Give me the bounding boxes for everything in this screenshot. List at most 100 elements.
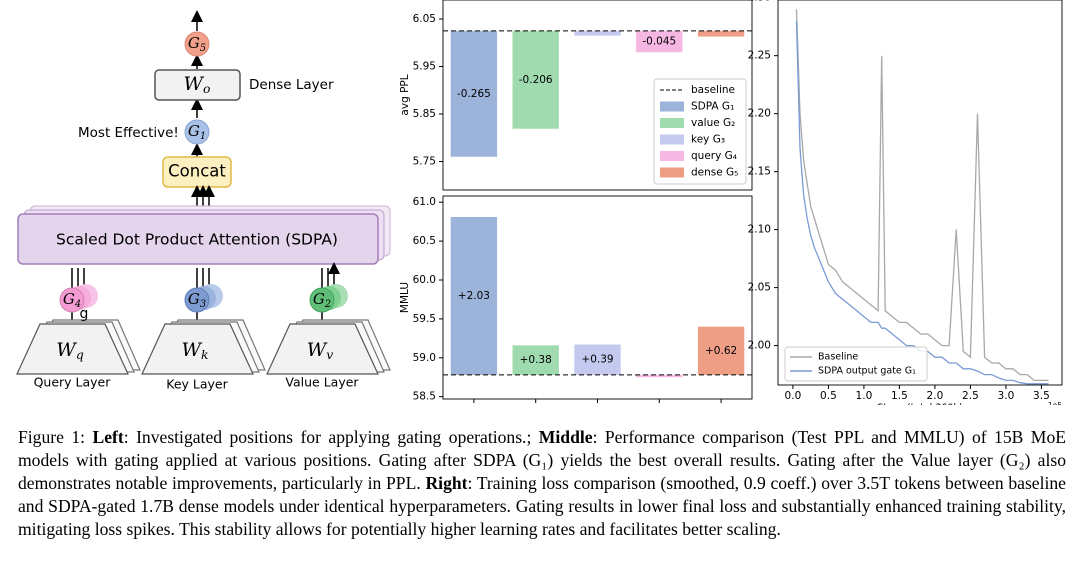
- bar-chart: 58.5 59.0 59.5 60.0 60.5 61.0 +2.03 SDPA +0.38 va…: [399, 195, 753, 405]
- caption-head: Middle: [538, 427, 593, 447]
- y-tick-label: 59.5: [413, 313, 436, 325]
- y-tick-label: 2.15: [748, 166, 771, 178]
- legend-box: [784, 346, 928, 382]
- y-tick-label: 59.0: [413, 352, 436, 364]
- label: Key Layer: [166, 377, 228, 392]
- symbol: G5: [188, 34, 206, 54]
- layer-box: [154, 69, 241, 101]
- value-label: -0.045: [642, 36, 676, 48]
- gate-node: [184, 31, 210, 57]
- symbol-letter: W: [184, 73, 205, 95]
- y-tick-label: 5.85: [413, 108, 436, 120]
- symbol: Wo: [184, 73, 211, 96]
- legend-label: key G₃: [691, 134, 725, 146]
- label: g: [80, 306, 89, 322]
- axes-frame: [442, 0, 753, 191]
- value-label: +2.03: [458, 290, 490, 302]
- arrows: [71, 268, 334, 290]
- symbol-sub: v: [326, 348, 333, 362]
- legend-swatch: [660, 167, 684, 178]
- caption-head: Left: [92, 427, 124, 447]
- x-tick-label: 2.5: [962, 390, 979, 402]
- y-tick-label: 2.30: [748, 0, 771, 4]
- label: Concat: [168, 162, 226, 181]
- caption-text: : Investigated positions for applying ga…: [123, 427, 532, 447]
- legend-swatch: [660, 101, 684, 112]
- plot-area: [795, 9, 1049, 385]
- y-tick-label: 2.20: [748, 108, 771, 120]
- x-tick-label: dense: [705, 404, 737, 405]
- loss-line: [795, 9, 1049, 382]
- legend-label: query G₄: [691, 150, 737, 162]
- legend-label: baseline: [691, 84, 735, 96]
- bar: [697, 326, 745, 375]
- symbol-sub: o: [203, 82, 210, 96]
- value-label: -0.265: [457, 88, 491, 100]
- y-tick-label: 5.75: [413, 156, 436, 168]
- value-label: +0.62: [705, 345, 737, 357]
- symbol: G3: [188, 290, 206, 310]
- bar: [636, 30, 683, 53]
- y-tick-label: 5.95: [413, 61, 436, 73]
- value-label: -0.206: [519, 74, 553, 86]
- label: Scaled Dot Product Attention (SDPA): [56, 231, 338, 249]
- y-tick-label: 2.25: [748, 50, 771, 62]
- symbol-letter: G: [188, 122, 200, 140]
- figure-label: Figure 1:: [18, 427, 86, 447]
- layer-trapezoids: [16, 319, 391, 375]
- x-tick-label: 3.0: [998, 390, 1015, 402]
- legend-label: SDPA G₁: [691, 101, 734, 113]
- symbol-letter: G: [188, 290, 200, 308]
- x-tick-label: value: [521, 404, 550, 405]
- x-tick-label: query: [644, 404, 674, 405]
- legend-label: SDPA output gate G₁: [818, 366, 916, 377]
- bar: [512, 345, 559, 375]
- symbol-sub: 5: [200, 43, 206, 54]
- symbol-sub: 2: [324, 299, 331, 310]
- y-tick-label: 2.00: [748, 340, 771, 352]
- label: Query Layer: [34, 375, 112, 390]
- y-tick-label: 2.05: [748, 282, 771, 294]
- symbol: G2: [313, 290, 331, 310]
- symbol-letter: W: [307, 339, 328, 361]
- symbol: Wq: [56, 339, 84, 362]
- label: Dense Layer: [249, 77, 334, 93]
- legend-swatch: [660, 118, 684, 128]
- legend-label: dense G₅: [691, 167, 738, 179]
- symbol: Wk: [181, 339, 208, 362]
- bar: [512, 30, 559, 129]
- symbol: G4: [63, 290, 81, 310]
- trapezoid: [141, 323, 254, 375]
- y-tick-label: 61.0: [413, 196, 436, 208]
- label: Value Layer: [285, 375, 359, 390]
- bar: [574, 30, 621, 36]
- x-tick-label: key: [588, 404, 606, 405]
- bar: [450, 30, 498, 157]
- gate-node: [309, 287, 335, 313]
- x-tick-label: SDPA: [460, 404, 488, 405]
- value-label: +0.38: [520, 354, 552, 366]
- trapezoid: [266, 323, 379, 375]
- y-tick-label: 6.05: [413, 13, 436, 25]
- caption-head: Right: [425, 473, 468, 493]
- line-chart: 2.00 2.05 2.10 2.15 2.20 2.25 2.30 0.0 0.5 1.0 1.5…: [748, 0, 1063, 405]
- symbol: Wv: [307, 339, 334, 362]
- y-tick-label: 58.5: [413, 391, 436, 403]
- axes-frame: [777, 0, 1063, 386]
- bar: [450, 217, 498, 375]
- symbol-letter: G: [188, 34, 200, 52]
- arrows: [71, 312, 323, 320]
- bar: [636, 374, 683, 378]
- bar-chart: 5.75 5.85 5.95 6.05 -0.265 -0.206 -0.045 avg PP…: [399, 0, 753, 191]
- gate-node: [59, 287, 85, 313]
- caption-text: : Training loss comparison (smoothed, 0.…: [18, 473, 1066, 539]
- gate-node: [184, 287, 210, 313]
- legend-swatch: [660, 134, 684, 145]
- legend-label: Baseline: [818, 352, 858, 363]
- symbol-sub: 1: [200, 131, 206, 142]
- gate-node: [184, 119, 210, 145]
- axes-frame: [442, 195, 753, 400]
- value-label: +0.39: [581, 354, 613, 366]
